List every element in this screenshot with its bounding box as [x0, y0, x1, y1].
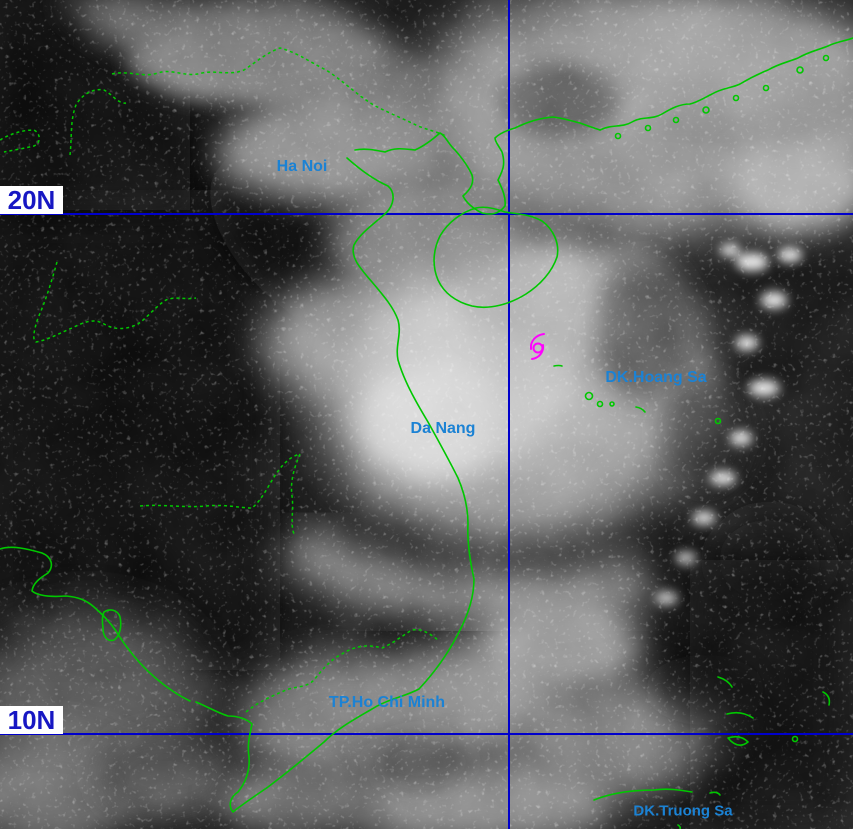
coastline-leizhou [354, 116, 601, 215]
latitude-label-10n: 10N [0, 706, 63, 734]
coastline-vietnam [195, 157, 475, 813]
latitude-label-text: 20N [7, 185, 56, 215]
border-west-fragment [0, 129, 40, 153]
tropical-cyclone-icon [529, 333, 545, 360]
island-phu-quoc [101, 609, 122, 642]
islands-china-coast [614, 54, 830, 140]
border-laos-cambodia [139, 452, 302, 535]
border-lines [0, 47, 447, 713]
latitude-label-text: 10N [7, 705, 56, 735]
place-label-dk-truong-sa: DK.Truong Sa [633, 802, 733, 820]
border-laos-thailand [33, 261, 197, 343]
islands-hoang-sa [553, 364, 722, 425]
place-label-tp-ho-chi-minh: TP.Ho Chi Minh [328, 694, 446, 711]
place-label-dk-hoang-sa: DK.Hoang Sa [605, 369, 707, 386]
latitude-label-20n: 20N [0, 186, 63, 214]
coastline-gulf-of-thailand [0, 546, 191, 702]
place-label-ha-noi: Ha Noi [276, 158, 328, 175]
coastline-china [599, 37, 853, 131]
border-china-vietnam [69, 47, 447, 156]
place-label-da-nang: Da Nang [410, 420, 476, 437]
border-cambodia-vietnam [245, 628, 439, 713]
island-hainan [433, 206, 559, 309]
